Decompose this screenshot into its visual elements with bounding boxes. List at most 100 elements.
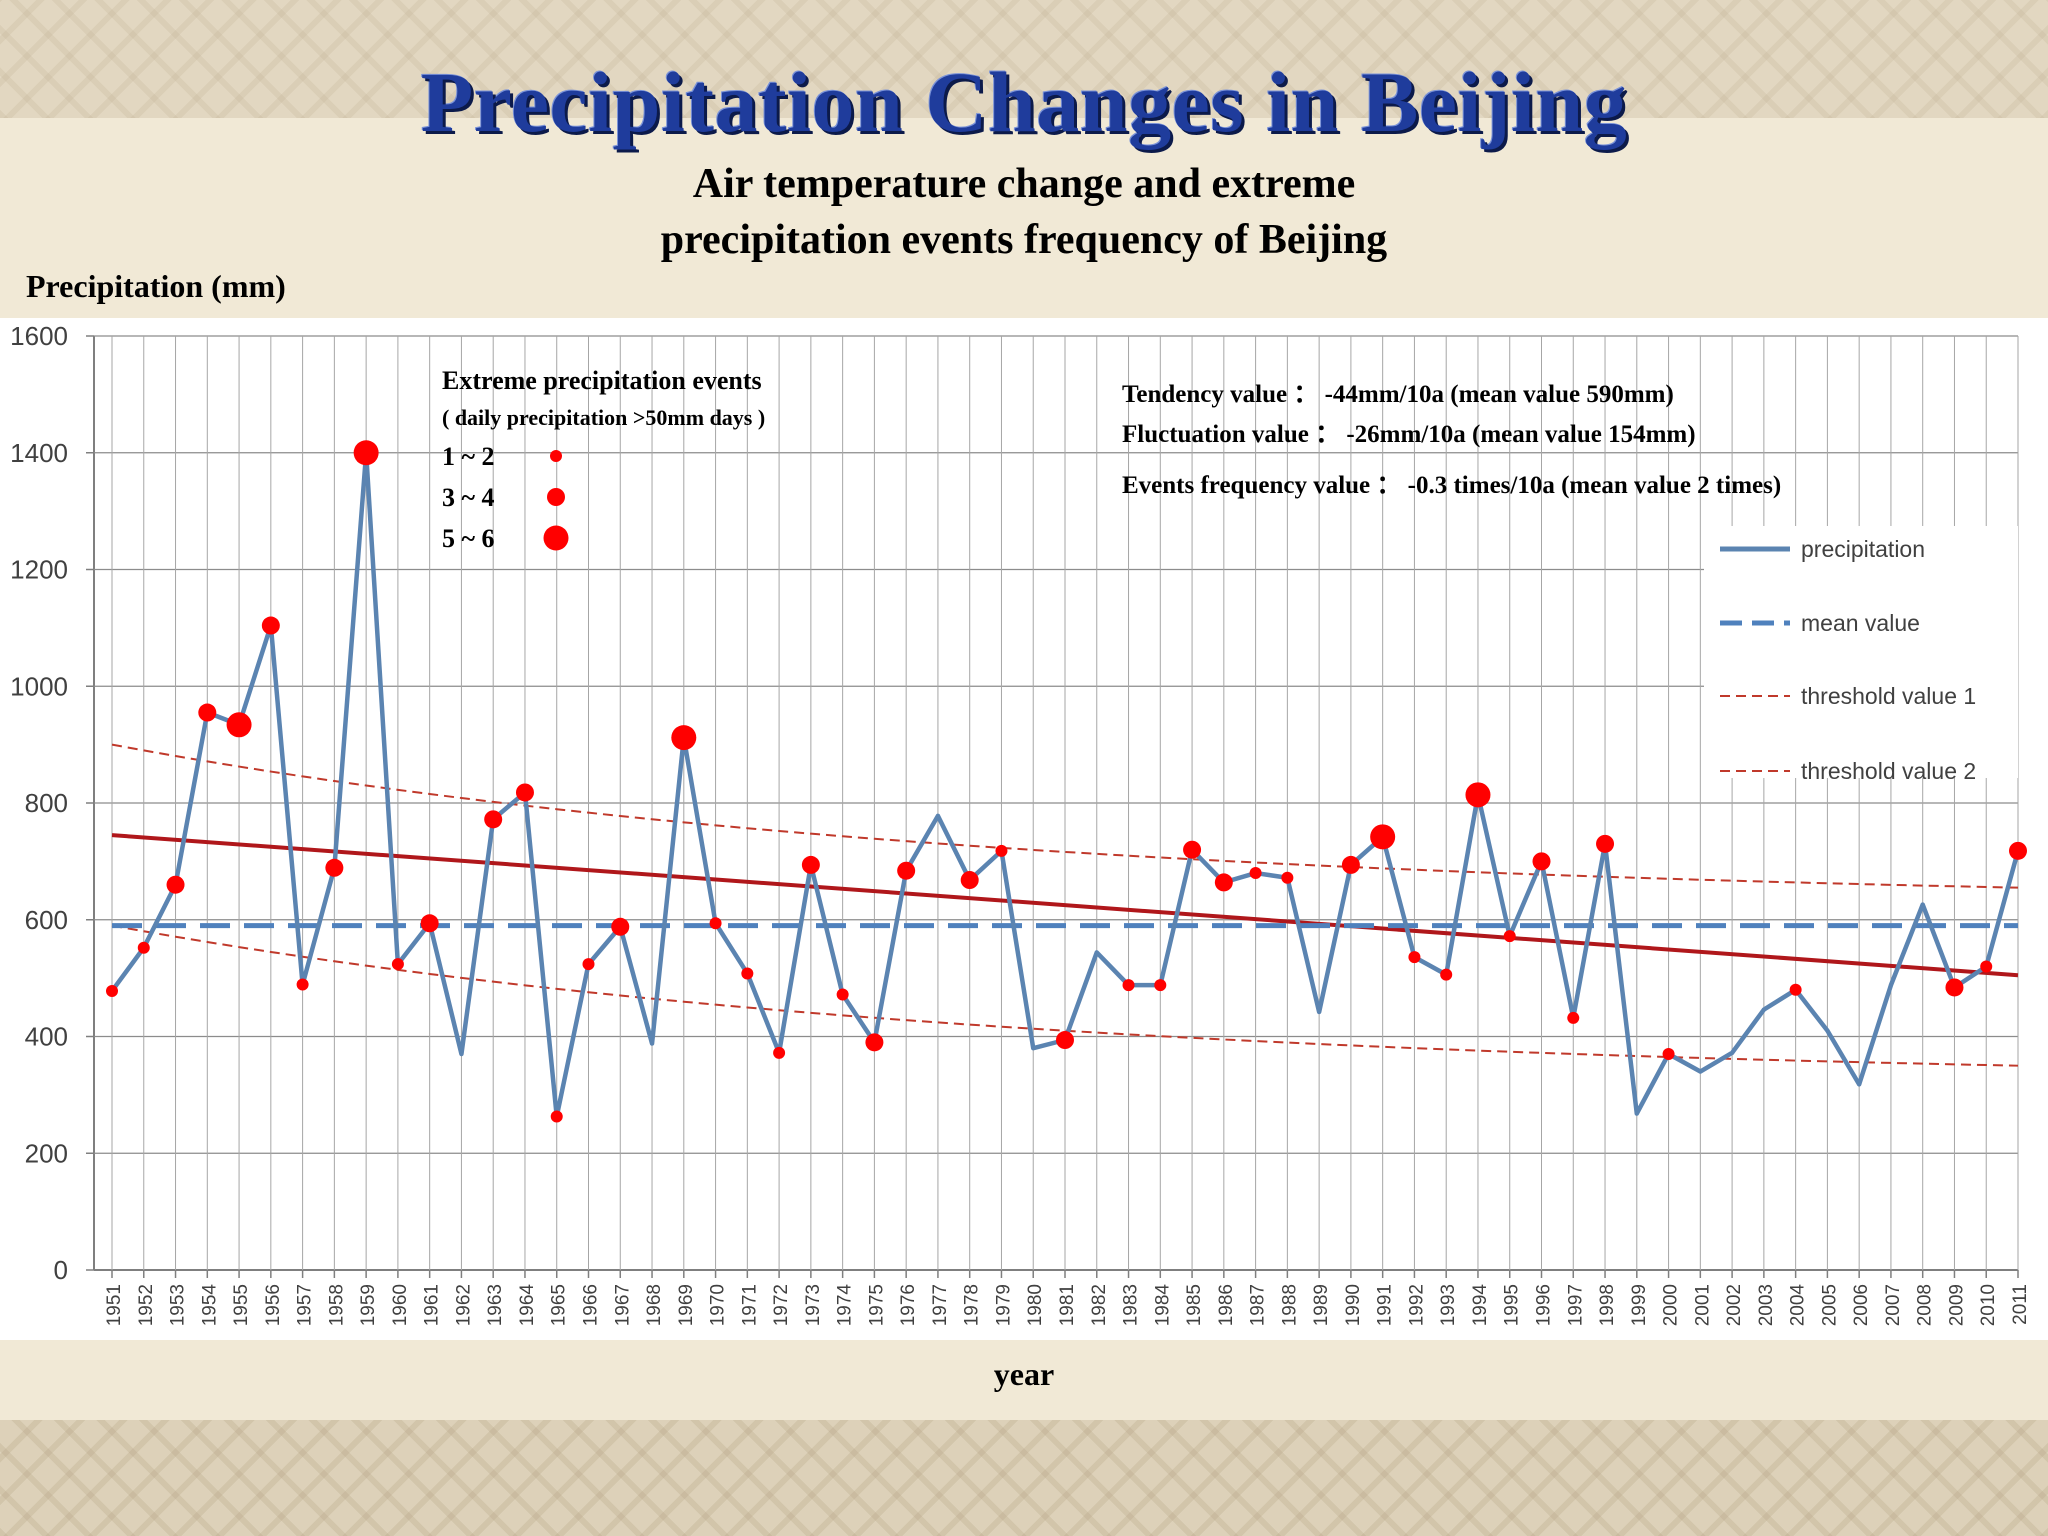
event-dot-1958: [325, 858, 344, 877]
x-tick-label: 1968: [644, 1284, 665, 1326]
precipitation-point-1968: [650, 1041, 655, 1046]
event-dot-1961: [420, 914, 439, 933]
precipitation-point-1982: [1094, 950, 1099, 955]
events-box-subtitle: ( daily precipitation >50mm days ): [442, 405, 765, 430]
event-dot-1991: [1370, 824, 1396, 850]
x-tick-label: 1992: [1406, 1284, 1427, 1326]
x-tick-label: 1958: [326, 1284, 347, 1326]
x-tick-label: 1981: [1057, 1284, 1078, 1326]
x-tick-label: 1987: [1248, 1284, 1269, 1326]
precipitation-point-1989: [1317, 1009, 1322, 1014]
y-tick-label: 1600: [10, 321, 68, 351]
fluctuation-value-text: Fluctuation value ： -26mm/10a (mean valu…: [1122, 421, 1696, 448]
threshold-1-line: [111, 743, 2019, 889]
x-tick-label: 1990: [1343, 1284, 1364, 1326]
x-tick-label: 1983: [1121, 1284, 1142, 1326]
legend-label-4: threshold value 2: [1801, 758, 1976, 784]
x-tick-label: 2005: [1819, 1284, 1840, 1326]
events-box-title: Extreme precipitation events: [442, 366, 762, 395]
y-tick-label: 0: [54, 1255, 68, 1285]
x-tick-label: 2009: [1946, 1284, 1967, 1326]
x-tick-label: 1999: [1629, 1284, 1650, 1326]
x-tick-label: 1955: [231, 1284, 252, 1326]
precipitation-point-2005: [1825, 1028, 1830, 1033]
legend-label-3: threshold value 1: [1801, 683, 1976, 709]
event-dot-1994: [1465, 782, 1491, 808]
event-dot-1974: [836, 988, 849, 1001]
event-dot-2011: [2009, 841, 2027, 860]
threshold-2-line: [111, 924, 2019, 1067]
x-tick-label: 2002: [1724, 1284, 1745, 1326]
event-class-dot-1: [550, 450, 562, 462]
event-dot-1969: [671, 725, 697, 751]
event-dot-1983: [1122, 979, 1135, 992]
precipitation-point-2006: [1857, 1082, 1862, 1087]
event-dot-1979: [995, 844, 1008, 857]
event-dot-1995: [1503, 930, 1516, 943]
tendency-line: [111, 833, 2019, 978]
x-tick-label: 1971: [739, 1284, 760, 1326]
x-tick-label: 1965: [549, 1284, 570, 1326]
x-tick-label: 1970: [708, 1284, 729, 1326]
event-dot-1990: [1341, 855, 1360, 874]
event-dot-2010: [1980, 960, 1993, 973]
x-tick-label: 1980: [1025, 1284, 1046, 1326]
event-class-label-3: 5 ~ 6: [442, 524, 495, 553]
precipitation-point-2003: [1761, 1007, 1766, 1012]
event-dot-1960: [391, 958, 404, 971]
x-tick-label: 1956: [263, 1284, 284, 1326]
event-dot-1965: [550, 1110, 563, 1123]
event-dot-2009: [1945, 978, 1964, 997]
slide-subtitle: Air temperature change and extreme preci…: [0, 156, 2048, 268]
x-tick-label: 1984: [1152, 1284, 1173, 1327]
event-dot-1993: [1440, 968, 1453, 981]
x-tick-label: 1962: [453, 1284, 474, 1326]
event-dot-1964: [515, 783, 534, 802]
x-tick-label: 1967: [612, 1284, 633, 1326]
event-class-dot-2: [547, 488, 565, 506]
x-tick-label: 1993: [1438, 1284, 1459, 1326]
event-dot-1963: [484, 810, 503, 829]
event-dot-1957: [296, 978, 309, 991]
y-tick-label: 600: [25, 905, 68, 935]
event-dot-1970: [709, 917, 722, 930]
y-axis-label: Precipitation (mm): [26, 268, 286, 304]
event-dot-1953: [166, 875, 185, 894]
x-tick-label: 1997: [1565, 1284, 1586, 1326]
x-tick-label: 1973: [803, 1284, 824, 1326]
event-dot-1975: [865, 1033, 884, 1052]
event-dot-1986: [1214, 873, 1233, 892]
event-dot-1976: [897, 861, 916, 880]
event-class-dot-3: [543, 525, 569, 551]
precipitation-point-2002: [1730, 1050, 1735, 1055]
chart-background: [0, 318, 2048, 1340]
x-tick-label: 1976: [898, 1284, 919, 1326]
event-dot-1966: [582, 958, 595, 971]
x-tick-label: 1991: [1375, 1284, 1396, 1326]
event-dot-1956: [261, 616, 280, 635]
x-tick-label: 2001: [1692, 1284, 1713, 1326]
y-tick-label: 800: [25, 788, 68, 818]
event-dot-1985: [1183, 840, 1202, 859]
x-tick-label: 1966: [581, 1284, 602, 1326]
event-dot-1971: [741, 967, 754, 980]
x-tick-label: 1957: [295, 1284, 316, 1326]
x-tick-label: 1994: [1470, 1284, 1491, 1327]
event-class-label-1: 1 ~ 2: [442, 442, 495, 471]
slide-title: Precipitation Changes in Beijing: [420, 54, 1628, 150]
x-tick-label: 1995: [1502, 1284, 1523, 1326]
event-dot-1978: [960, 871, 979, 890]
legend-label-2: mean value: [1801, 610, 1920, 636]
x-tick-label: 1961: [422, 1284, 443, 1326]
y-tick-label: 1000: [10, 671, 68, 701]
subtitle-line-2: precipitation events frequency of Beijin…: [660, 217, 1388, 263]
event-dot-1973: [801, 855, 820, 874]
event-class-label-2: 3 ~ 4: [442, 483, 495, 512]
x-tick-label: 1963: [485, 1284, 506, 1326]
x-tick-label: 1986: [1216, 1284, 1237, 1326]
y-tick-label: 200: [25, 1138, 68, 1168]
x-tick-label: 2003: [1756, 1284, 1777, 1326]
event-dot-1959: [353, 440, 379, 466]
event-dot-1972: [773, 1046, 786, 1059]
event-dot-1996: [1532, 852, 1551, 871]
